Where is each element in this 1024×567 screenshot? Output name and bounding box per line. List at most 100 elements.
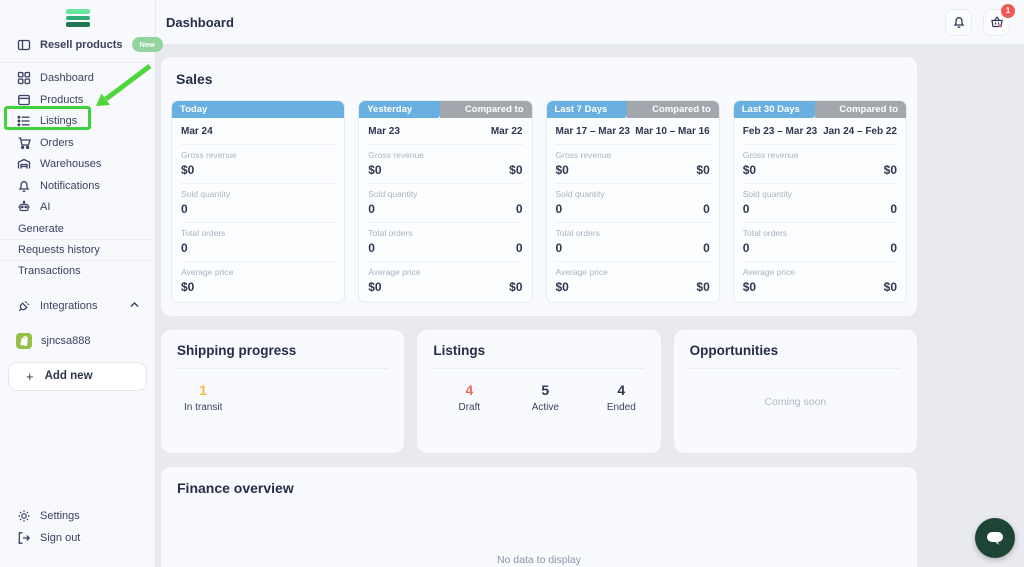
metric-value: 0 xyxy=(368,202,375,216)
products-icon xyxy=(16,92,31,107)
sidebar-item-label: Notifications xyxy=(40,179,100,192)
metric-compare-value: $0 xyxy=(883,163,897,177)
metric-compare-value: $0 xyxy=(696,163,710,177)
basket-count-badge: 1 xyxy=(1001,3,1015,18)
sales-cards-row: Today Mar 24 Gross revenue $0 Sold quant… xyxy=(171,100,907,303)
metric-compare-value: $0 xyxy=(696,280,710,294)
stat-label: Ended xyxy=(606,402,636,413)
metric-label: Gross revenue xyxy=(555,150,612,160)
sidebar-item-notifications[interactable]: Notifications xyxy=(0,175,155,197)
sidebar-item-label: Sign out xyxy=(40,532,81,544)
metric-label: Sold quantity xyxy=(368,189,418,199)
in-transit-stat: 1 In transit xyxy=(184,382,222,413)
sales-period-tab: Last 30 Days xyxy=(733,101,815,118)
sidebar-item-label: Settings xyxy=(40,510,80,522)
metric-sold-quantity: Sold quantity 0 0 xyxy=(742,184,897,223)
chat-bubble-icon xyxy=(987,532,1003,545)
metric-label: Sold quantity xyxy=(181,189,231,199)
sidebar-item-label: Integrations xyxy=(40,299,98,312)
metric-sold-quantity: Sold quantity 0 0 xyxy=(368,184,523,223)
notifications-button[interactable] xyxy=(945,8,972,36)
sidebar-item-label: Resell products xyxy=(40,38,123,51)
sidebar-item-store[interactable]: sjncsa888 xyxy=(0,330,155,352)
sidebar-item-label: Dashboard xyxy=(40,72,94,85)
plus-icon: + xyxy=(26,368,34,384)
logo-bar xyxy=(65,15,90,20)
metric-label: Total orders xyxy=(555,228,600,238)
metric-compare-value: 0 xyxy=(515,241,523,255)
sidebar-item-label: Transactions xyxy=(18,265,81,277)
metric-label: Average price xyxy=(742,267,796,277)
metric-label: Gross revenue xyxy=(742,150,799,160)
metric-value: 0 xyxy=(742,241,750,255)
robot-icon xyxy=(16,200,31,215)
sidebar-item-resell-products[interactable]: Resell products New xyxy=(0,34,163,56)
book-icon xyxy=(16,37,31,52)
bell-icon xyxy=(953,17,964,28)
sidebar-item-label: Orders xyxy=(40,136,74,149)
sales-panel: Sales Today Mar 24 Gross revenue $0 xyxy=(161,57,917,316)
overview-cards-row: Shipping progress 1 In transit Listings … xyxy=(161,330,917,453)
new-badge: New xyxy=(131,37,163,52)
compare-date: Mar 22 xyxy=(490,126,523,137)
metric-compare-value: 0 xyxy=(703,202,710,216)
metric-label: Gross revenue xyxy=(368,150,424,160)
sidebar-item-dashboard[interactable]: Dashboard xyxy=(0,68,155,90)
coming-soon-text: Coming soon xyxy=(764,396,827,408)
metric-value: 0 xyxy=(368,241,375,255)
sidebar-item-label: Requests history xyxy=(18,244,100,256)
metric-label: Total orders xyxy=(742,228,788,238)
stat-label: Active xyxy=(531,402,559,413)
metric-gross-revenue: Gross revenue $0 $0 xyxy=(368,145,523,184)
sidebar-item-integrations[interactable]: Integrations xyxy=(0,295,155,317)
metric-value: $0 xyxy=(181,163,195,177)
gear-icon xyxy=(16,509,31,524)
period-date: Mar 17 – Mar 23 xyxy=(555,126,631,137)
active-stat: 5 Active xyxy=(528,382,562,413)
sidebar-item-settings[interactable]: Settings xyxy=(0,505,155,527)
sales-card-last-7-days: Last 7 Days Compared to Mar 17 – Mar 23 … xyxy=(545,100,720,303)
sidebar-item-transactions[interactable]: Transactions xyxy=(0,260,155,281)
metric-compare-value: 0 xyxy=(890,241,897,255)
topbar-actions: 1 xyxy=(945,3,1015,36)
topbar: Dashboard 1 xyxy=(156,0,1024,45)
sidebar-item-ai[interactable]: AI xyxy=(0,197,155,219)
stat-value: 5 xyxy=(541,382,550,398)
metric-value: $0 xyxy=(368,280,382,294)
metric-label: Sold quantity xyxy=(555,189,605,199)
sales-period-tab: Last 7 Days xyxy=(546,101,628,118)
basket-button[interactable]: 1 xyxy=(983,3,1015,36)
sidebar-item-label: Generate xyxy=(18,222,64,235)
compare-date: Jan 24 – Feb 22 xyxy=(823,126,897,137)
sidebar-item-orders[interactable]: Orders xyxy=(0,132,155,154)
sidebar-item-generate[interactable]: Generate xyxy=(0,218,155,239)
metric-total-orders: Total orders 0 xyxy=(181,223,336,262)
sales-card-today: Today Mar 24 Gross revenue $0 Sold quant… xyxy=(171,100,346,303)
metric-compare-value: $0 xyxy=(883,280,897,294)
sales-compared-tab: Compared to xyxy=(627,101,719,118)
add-new-integration-button[interactable]: + Add new xyxy=(8,361,147,391)
period-date: Mar 23 xyxy=(368,126,400,137)
sidebar-item-requests-history[interactable]: Requests history xyxy=(0,239,155,260)
sidebar-item-products[interactable]: Products xyxy=(0,89,155,111)
sidebar-item-sign-out[interactable]: Sign out xyxy=(0,527,155,549)
metric-label: Average price xyxy=(555,267,608,277)
sales-card-last-30-days: Last 30 Days Compared to Feb 23 – Mar 23… xyxy=(732,100,907,303)
metric-label: Gross revenue xyxy=(181,150,237,160)
sidebar-item-listings[interactable]: Listings xyxy=(0,111,155,133)
chevron-up-icon[interactable] xyxy=(130,300,139,311)
sign-out-icon xyxy=(16,531,31,546)
dashboard-icon xyxy=(16,71,31,86)
metric-compare-value: $0 xyxy=(509,280,523,294)
add-new-label: Add new xyxy=(44,370,93,382)
metric-average-price: Average price $0 $0 xyxy=(556,262,710,300)
cart-icon xyxy=(16,135,31,150)
shipping-progress-title: Shipping progress xyxy=(177,343,389,369)
opportunities-title: Opportunities xyxy=(689,343,901,369)
metric-value: 0 xyxy=(181,202,188,216)
period-date: Feb 23 – Mar 23 xyxy=(742,126,818,137)
metric-compare-value: $0 xyxy=(509,163,523,177)
chat-widget-button[interactable] xyxy=(975,518,1015,558)
sidebar-item-warehouses[interactable]: Warehouses xyxy=(0,154,155,176)
no-data-text: No data to display xyxy=(496,554,582,566)
